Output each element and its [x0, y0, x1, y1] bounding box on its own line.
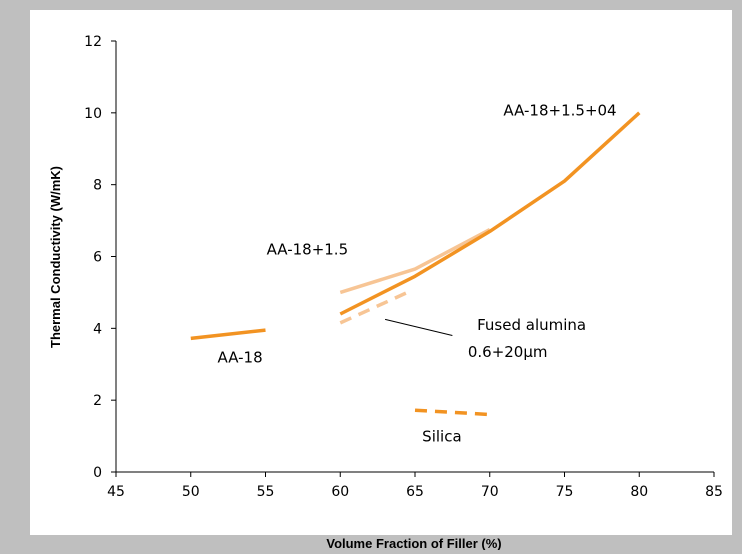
y-tick-label: 2	[93, 393, 102, 409]
x-tick-label: 75	[556, 484, 574, 500]
annotation-label: AA-18+1.5	[267, 241, 349, 259]
annotation-label: 0.6+20μm	[468, 343, 548, 361]
y-tick-label: 4	[93, 321, 102, 337]
y-tick-label: 6	[93, 250, 102, 266]
x-tick-label: 45	[107, 484, 125, 500]
plot-panel	[30, 10, 732, 535]
y-tick-label: 12	[84, 34, 102, 50]
series-line-aa-18	[190, 328, 266, 341]
x-tick-label: 60	[331, 484, 349, 500]
y-tick-label: 10	[84, 106, 102, 122]
x-tick-label: 85	[705, 484, 723, 500]
series-line-aa-18-1-5-04	[339, 111, 641, 316]
series-layer	[190, 111, 641, 417]
axes-group: 45 50 55 60 65 70 75 80 85 0 2 4 6 8 10 12	[84, 34, 723, 500]
x-tick-label: 70	[481, 484, 499, 500]
annotation-label: AA-18	[218, 348, 263, 366]
x-tick-label: 55	[257, 484, 275, 500]
x-axis-title: Volume Fraction of Filler (%)	[326, 536, 501, 550]
x-tick-label: 80	[630, 484, 648, 500]
annotation-layer: AA-18+1.5+04 AA-18+1.5 AA-18 Fused alumina 0…	[218, 102, 617, 446]
y-axis-title: Thermal Conductivity (W/mK)	[48, 166, 63, 348]
annotation-label: Fused alumina	[477, 316, 586, 334]
y-tick-label: 0	[93, 465, 102, 481]
annotation-pointer-line	[384, 318, 453, 337]
annotation-label: AA-18+1.5+04	[503, 102, 616, 120]
series-line-fused-alumina-0-6-20-m	[339, 290, 409, 325]
y-tick-label: 8	[93, 178, 102, 194]
series-line-aa-18-1-5	[339, 228, 491, 295]
x-tick-label: 50	[182, 484, 200, 500]
series-line-silica	[414, 408, 490, 417]
annotation-label: Silica	[422, 427, 461, 445]
x-tick-label: 65	[406, 484, 424, 500]
